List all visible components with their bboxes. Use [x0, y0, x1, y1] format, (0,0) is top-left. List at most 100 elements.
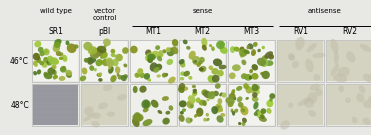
Ellipse shape: [59, 52, 63, 56]
Ellipse shape: [240, 47, 244, 51]
Ellipse shape: [356, 93, 364, 103]
Bar: [326, 84, 371, 126]
Ellipse shape: [80, 75, 86, 81]
Ellipse shape: [91, 121, 100, 128]
Ellipse shape: [238, 102, 243, 108]
Ellipse shape: [203, 100, 207, 106]
Bar: [327, 85, 371, 125]
Ellipse shape: [134, 112, 141, 120]
Ellipse shape: [200, 57, 205, 63]
Ellipse shape: [59, 57, 63, 60]
Ellipse shape: [247, 43, 253, 49]
Ellipse shape: [167, 59, 173, 65]
Ellipse shape: [193, 60, 197, 64]
Ellipse shape: [333, 74, 347, 82]
Ellipse shape: [34, 41, 41, 47]
Ellipse shape: [117, 94, 127, 101]
Ellipse shape: [95, 59, 103, 66]
Ellipse shape: [183, 71, 190, 77]
Ellipse shape: [34, 63, 38, 67]
Ellipse shape: [193, 91, 197, 94]
Ellipse shape: [48, 61, 52, 65]
Ellipse shape: [162, 49, 166, 53]
Ellipse shape: [144, 73, 150, 80]
Ellipse shape: [108, 66, 111, 69]
Ellipse shape: [142, 119, 152, 126]
Ellipse shape: [94, 68, 97, 71]
Ellipse shape: [260, 108, 266, 114]
Text: pBI: pBI: [98, 27, 111, 36]
Ellipse shape: [242, 60, 246, 65]
Ellipse shape: [249, 69, 253, 73]
Ellipse shape: [135, 73, 140, 78]
Bar: [32, 40, 79, 82]
Ellipse shape: [196, 108, 203, 117]
Ellipse shape: [197, 62, 201, 67]
Text: 48°C: 48°C: [10, 100, 29, 109]
Ellipse shape: [220, 43, 224, 47]
Ellipse shape: [133, 86, 138, 93]
Ellipse shape: [122, 47, 129, 54]
Ellipse shape: [183, 40, 188, 44]
Ellipse shape: [246, 45, 250, 49]
Ellipse shape: [44, 49, 48, 53]
Ellipse shape: [241, 73, 247, 79]
Ellipse shape: [213, 91, 219, 96]
Ellipse shape: [221, 92, 226, 98]
Ellipse shape: [38, 47, 43, 53]
Ellipse shape: [147, 54, 156, 61]
Ellipse shape: [219, 107, 223, 112]
Ellipse shape: [144, 100, 151, 108]
Ellipse shape: [207, 75, 216, 83]
Ellipse shape: [180, 77, 184, 81]
Ellipse shape: [47, 56, 55, 64]
Ellipse shape: [178, 115, 185, 122]
Ellipse shape: [209, 44, 212, 47]
Ellipse shape: [180, 61, 186, 68]
Ellipse shape: [89, 65, 94, 71]
Ellipse shape: [197, 113, 200, 117]
Ellipse shape: [171, 46, 178, 54]
Ellipse shape: [124, 63, 127, 67]
Ellipse shape: [172, 39, 178, 46]
Ellipse shape: [43, 72, 47, 76]
Bar: [277, 84, 324, 126]
Ellipse shape: [157, 55, 162, 61]
Ellipse shape: [260, 72, 264, 75]
Ellipse shape: [162, 118, 170, 125]
Ellipse shape: [106, 58, 113, 65]
Ellipse shape: [229, 93, 236, 100]
Ellipse shape: [255, 90, 260, 94]
Text: antisense: antisense: [308, 8, 342, 14]
Bar: [228, 84, 275, 126]
Ellipse shape: [147, 78, 151, 82]
Ellipse shape: [308, 92, 317, 103]
Ellipse shape: [162, 73, 167, 78]
Ellipse shape: [37, 69, 41, 75]
Ellipse shape: [166, 47, 171, 52]
Ellipse shape: [207, 98, 210, 101]
Ellipse shape: [280, 120, 290, 130]
Ellipse shape: [155, 64, 162, 70]
Ellipse shape: [215, 103, 223, 113]
Text: sense: sense: [193, 8, 213, 14]
Ellipse shape: [216, 115, 224, 123]
Ellipse shape: [83, 113, 95, 122]
Ellipse shape: [65, 40, 69, 45]
Ellipse shape: [254, 112, 258, 116]
Ellipse shape: [165, 111, 170, 115]
Ellipse shape: [363, 100, 371, 108]
Ellipse shape: [255, 109, 259, 114]
Ellipse shape: [50, 58, 55, 64]
Ellipse shape: [251, 49, 256, 56]
Ellipse shape: [167, 48, 175, 56]
Ellipse shape: [194, 114, 197, 118]
Bar: [180, 41, 225, 81]
Ellipse shape: [331, 39, 338, 53]
Ellipse shape: [59, 76, 65, 81]
Ellipse shape: [233, 97, 236, 100]
Ellipse shape: [252, 92, 257, 98]
Ellipse shape: [242, 118, 247, 123]
Ellipse shape: [262, 55, 268, 61]
Ellipse shape: [231, 89, 235, 95]
